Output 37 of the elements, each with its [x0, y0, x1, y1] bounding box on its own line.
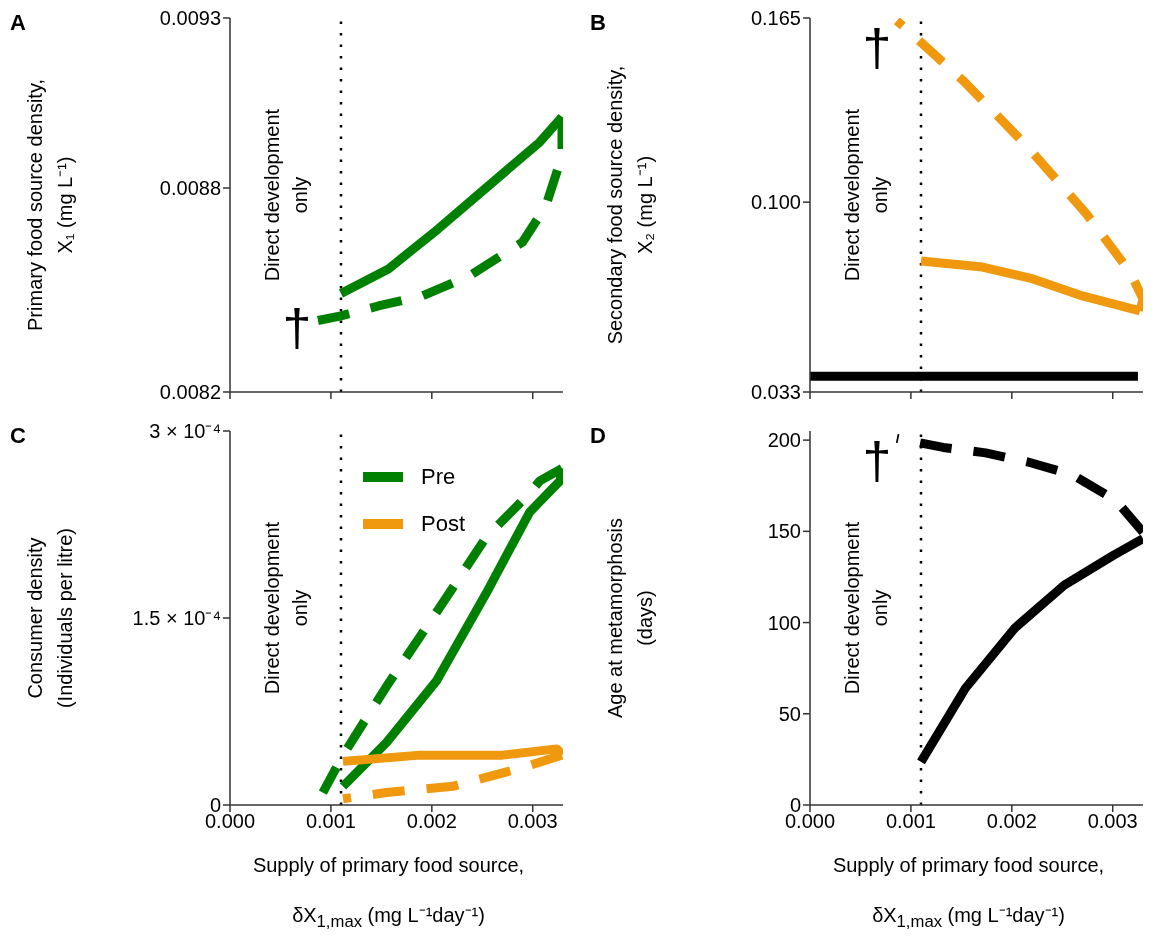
y-axis-title: Secondary food source density, X₂ (mg L⁻¹)	[603, 65, 657, 345]
text: C	[10, 423, 26, 449]
y-tick-label: 3 × 10⁻⁴	[149, 420, 221, 443]
text: D	[590, 423, 606, 449]
y-tick-label: 50	[778, 702, 801, 725]
y-tick-label: 0.0093	[159, 7, 221, 30]
y-axis-title: Age at metamorphosis (days)	[603, 517, 657, 719]
y-tick-label: 100	[767, 611, 801, 634]
y-tick-label: 0.0088	[159, 177, 221, 200]
y-tick-label: 0.033	[750, 381, 801, 404]
x-tick-label: 0.003	[507, 810, 558, 833]
y-axis-title: Consumer density (Individuals per litre)	[23, 527, 77, 709]
ref-line-label: Direct development only	[840, 108, 892, 282]
x-tick-label: 0.002	[406, 810, 457, 833]
y-tick-label: 1.5 × 10⁻⁴	[132, 607, 221, 630]
annotation: †	[282, 299, 312, 357]
x-tick-label: 0.001	[305, 810, 356, 833]
y-axis-title: Primary food source density, X₁ (mg L⁻¹)	[23, 79, 77, 331]
y-tick-label: 0.100	[750, 191, 801, 214]
ref-line-label: Direct development only	[260, 108, 312, 282]
legend-label: Pre	[421, 463, 456, 490]
text: Supply of primary food source, δX$_{1,max}$ (mg L⁻¹day⁻¹)	[832, 854, 1105, 931]
y-tick-label: 150	[767, 520, 801, 543]
text: A	[10, 10, 26, 36]
x-tick-label: 0.001	[885, 810, 936, 833]
ref-line-label: Direct development only	[260, 521, 312, 695]
annotation: †	[862, 432, 892, 490]
ref-line-label: Direct development only	[840, 521, 892, 695]
y-tick-label: 0.165	[750, 7, 801, 30]
legend-label: Post	[421, 510, 466, 537]
x-tick-label: 0.002	[986, 810, 1037, 833]
y-tick-label: 0.0082	[159, 381, 221, 404]
y-tick-label: 200	[767, 429, 801, 452]
x-tick-label: 0.003	[1087, 810, 1138, 833]
text: B	[590, 10, 606, 36]
text: Supply of primary food source, δX$_{1,max}$ (mg L⁻¹day⁻¹)	[252, 854, 525, 931]
annotation: †	[862, 19, 892, 77]
